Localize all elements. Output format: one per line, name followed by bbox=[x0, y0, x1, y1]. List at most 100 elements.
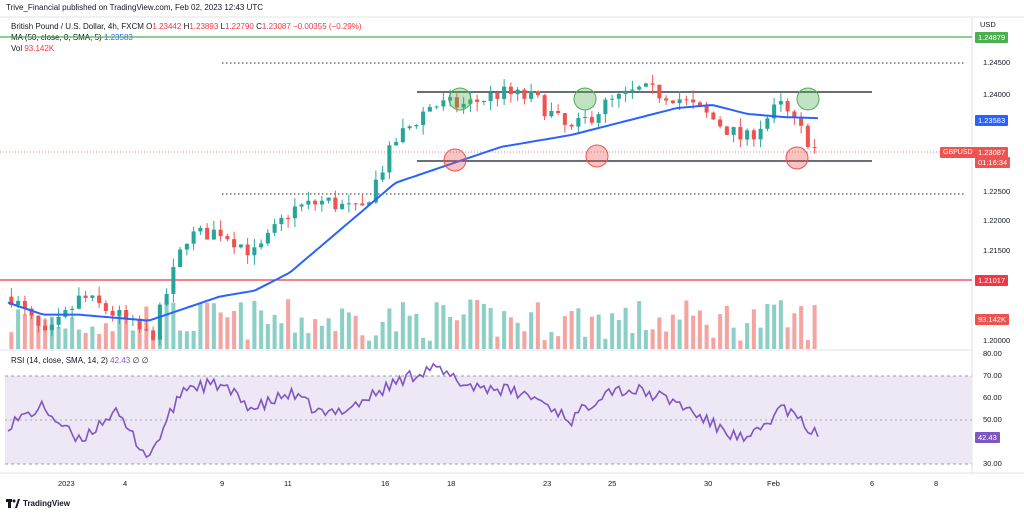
candle-down[interactable] bbox=[670, 100, 675, 104]
rsi-line[interactable] bbox=[7, 362, 819, 459]
symbol-title[interactable]: British Pound / U.S. Dollar, 4h, FXCM bbox=[11, 22, 144, 31]
candle-down[interactable] bbox=[589, 116, 594, 123]
candle-up[interactable] bbox=[394, 142, 399, 146]
candle-up[interactable] bbox=[70, 308, 75, 311]
candle-up[interactable] bbox=[576, 117, 581, 127]
candle-up[interactable] bbox=[583, 116, 588, 118]
candle-down[interactable] bbox=[542, 95, 547, 117]
candle-up[interactable] bbox=[461, 103, 466, 108]
candle-down[interactable] bbox=[205, 227, 210, 240]
candle-up[interactable] bbox=[191, 231, 196, 244]
candle-up[interactable] bbox=[259, 243, 264, 248]
candle-up[interactable] bbox=[441, 100, 446, 107]
candle-down[interactable] bbox=[792, 111, 797, 117]
candlesticks[interactable] bbox=[9, 75, 817, 346]
candle-down[interactable] bbox=[353, 203, 358, 205]
candle-down[interactable] bbox=[657, 84, 662, 99]
candle-up[interactable] bbox=[488, 92, 493, 102]
candle-up[interactable] bbox=[643, 83, 648, 87]
candle-down[interactable] bbox=[83, 295, 88, 298]
candle-down[interactable] bbox=[718, 119, 723, 127]
candle-up[interactable] bbox=[279, 217, 284, 225]
candle-up[interactable] bbox=[63, 310, 68, 317]
candle-down[interactable] bbox=[144, 329, 149, 331]
candle-down[interactable] bbox=[245, 244, 250, 256]
candle-down[interactable] bbox=[495, 92, 500, 99]
candle-up[interactable] bbox=[265, 232, 270, 244]
candle-down[interactable] bbox=[556, 110, 561, 114]
candle-up[interactable] bbox=[178, 249, 183, 268]
candle-down[interactable] bbox=[103, 303, 108, 311]
candle-up[interactable] bbox=[414, 125, 419, 127]
candle-up[interactable] bbox=[319, 200, 324, 205]
candle-down[interactable] bbox=[684, 99, 689, 101]
support-price-tag[interactable]: 1.21017 bbox=[975, 275, 1009, 286]
candle-down[interactable] bbox=[475, 99, 480, 102]
candle-up[interactable] bbox=[346, 203, 351, 205]
candle-down[interactable] bbox=[691, 99, 696, 103]
candle-down[interactable] bbox=[751, 130, 756, 140]
candle-up[interactable] bbox=[758, 128, 763, 140]
resistance-price-tag[interactable]: 1.24879 bbox=[975, 32, 1009, 43]
candle-up[interactable] bbox=[340, 203, 345, 210]
candle-down[interactable] bbox=[724, 126, 729, 135]
candle-up[interactable] bbox=[56, 316, 61, 325]
candle-down[interactable] bbox=[562, 113, 567, 125]
candle-down[interactable] bbox=[97, 295, 102, 304]
candle-up[interactable] bbox=[373, 179, 378, 203]
candle-down[interactable] bbox=[137, 318, 142, 330]
candle-up[interactable] bbox=[326, 197, 331, 201]
candle-down[interactable] bbox=[704, 105, 709, 113]
vol-legend[interactable]: Vol 93.142K bbox=[11, 44, 54, 54]
candle-up[interactable] bbox=[211, 229, 216, 240]
last-price-tag[interactable]: 1.23087 bbox=[975, 147, 1009, 158]
candle-down[interactable] bbox=[110, 310, 115, 316]
candle-down[interactable] bbox=[508, 86, 513, 95]
candle-up[interactable] bbox=[90, 295, 95, 298]
candle-up[interactable] bbox=[778, 101, 783, 105]
candle-down[interactable] bbox=[360, 203, 365, 206]
candle-down[interactable] bbox=[22, 300, 27, 309]
candle-down[interactable] bbox=[569, 124, 574, 127]
candle-up[interactable] bbox=[171, 267, 176, 294]
candle-up[interactable] bbox=[515, 89, 520, 95]
candle-up[interactable] bbox=[76, 295, 81, 309]
candle-down[interactable] bbox=[313, 200, 318, 205]
candle-up[interactable] bbox=[427, 107, 432, 112]
horizontal-levels[interactable] bbox=[0, 36, 972, 281]
candle-up[interactable] bbox=[49, 324, 54, 331]
candle-down[interactable] bbox=[9, 296, 14, 306]
candle-up[interactable] bbox=[603, 99, 608, 115]
candle-up[interactable] bbox=[610, 98, 615, 100]
candle-up[interactable] bbox=[502, 86, 507, 99]
candle-up[interactable] bbox=[380, 172, 385, 180]
candle-up[interactable] bbox=[16, 300, 21, 306]
candle-down[interactable] bbox=[43, 325, 48, 331]
candle-up[interactable] bbox=[677, 99, 682, 104]
candle-up[interactable] bbox=[198, 227, 203, 232]
candle-down[interactable] bbox=[286, 217, 291, 219]
candle-down[interactable] bbox=[218, 229, 223, 237]
candle-up[interactable] bbox=[292, 206, 297, 219]
candle-down[interactable] bbox=[522, 89, 527, 99]
candle-up[interactable] bbox=[549, 110, 554, 117]
candle-up[interactable] bbox=[623, 90, 628, 94]
candle-up[interactable] bbox=[616, 93, 621, 99]
candle-up[interactable] bbox=[596, 114, 601, 123]
candle-up[interactable] bbox=[164, 293, 169, 305]
candle-up[interactable] bbox=[184, 243, 189, 250]
candle-up[interactable] bbox=[448, 97, 453, 101]
candle-up[interactable] bbox=[306, 200, 311, 205]
candle-down[interactable] bbox=[711, 112, 716, 120]
ma-price-tag[interactable]: 1.23583 bbox=[975, 115, 1009, 126]
rsi-legend[interactable]: RSI (14, close, SMA, 14, 2) 42.43 ∅ ∅ bbox=[11, 356, 149, 366]
candle-down[interactable] bbox=[36, 315, 41, 326]
candle-up[interactable] bbox=[387, 145, 392, 173]
candle-up[interactable] bbox=[529, 91, 534, 99]
candle-up[interactable] bbox=[299, 204, 304, 207]
ma-50-line[interactable] bbox=[7, 104, 819, 322]
candle-up[interactable] bbox=[630, 89, 635, 91]
candle-down[interactable] bbox=[29, 308, 34, 316]
candle-up[interactable] bbox=[117, 310, 122, 316]
